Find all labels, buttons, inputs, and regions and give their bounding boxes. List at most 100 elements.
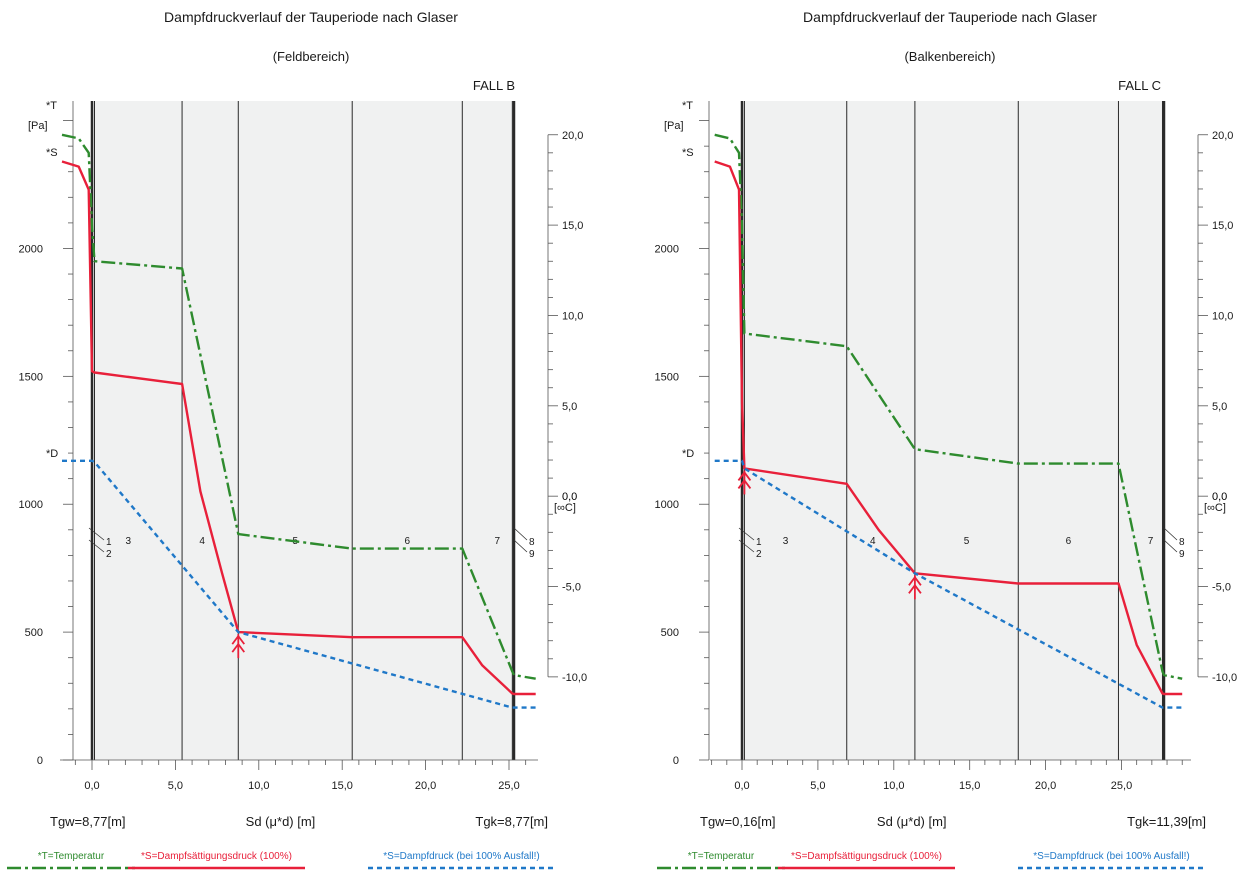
left-axis-tick-label: 1500 [19,371,43,383]
curve-marker-label: *S [46,147,58,159]
layer-label: 1 [756,537,762,548]
right-axis-tick-label: 5,0 [1212,401,1227,413]
layer-leader-line [738,527,755,541]
x-axis-tick-label: 10,0 [883,780,904,792]
right-axis-tick-label: 0,0 [562,491,577,503]
curve-marker-label: *D [682,448,694,460]
right-axis-tick-label: -5,0 [562,582,581,594]
right-axis-tick-label: 20,0 [1212,130,1233,142]
tgw-label: Tgw=0,16[m] [700,814,776,829]
chart-subtitle: (Feldbereich) [273,49,350,64]
series-line-vapor-pressure [714,459,1183,709]
tgw-label: Tgw=8,77[m] [50,814,126,829]
layer-label: 9 [529,549,535,560]
x-axis-tick-label: 5,0 [168,780,183,792]
legend-temperature-label: *T=Temperatur [688,851,755,862]
curve-marker-label: *T [46,100,57,112]
x-axis-tick-label: 0,0 [734,780,749,792]
x-axis-label: Sd (μ*d) [m] [246,814,316,829]
tgk-label: Tgk=11,39[m] [1127,814,1206,829]
chart-subtitle: (Balkenbereich) [904,49,995,64]
right-axis-unit: [∞C] [1204,502,1226,514]
condensation-arrow [908,575,922,600]
chart-title: Dampfdruckverlauf der Tauperiode nach Gl… [164,9,458,25]
tgk-label: Tgk=8,77[m] [475,814,548,829]
x-axis-tick-label: 20,0 [415,780,436,792]
legend-vapor-pressure-label: *S=Dampfdruck (bei 100% Ausfall!) [383,851,539,862]
series-line-saturation-pressure [61,160,536,696]
curve-marker-label: *D [46,448,58,460]
layer-leader-line [1163,539,1178,553]
x-axis-tick-label: 25,0 [1111,780,1132,792]
right-axis-tick-label: 20,0 [562,130,583,142]
layer-label: 6 [1066,536,1072,547]
left-axis-tick-label: 0 [673,755,679,767]
right-axis-tick-label: 5,0 [562,401,577,413]
x-axis-tick-label: 25,0 [498,780,519,792]
condensation-arrow [231,634,246,659]
case-label: FALL B [473,78,515,93]
legend-saturation-pressure-label: *S=Dampfsättigungsdruck (100%) [791,851,942,862]
left-axis-tick-label: 0 [37,755,43,767]
layer-label: 7 [1148,536,1154,547]
right-axis-tick-label: 0,0 [1212,491,1227,503]
x-axis-tick-label: 20,0 [1035,780,1056,792]
legend-vapor-pressure-label: *S=Dampfdruck (bei 100% Ausfall!) [1033,851,1189,862]
right-axis-tick-label: 15,0 [1212,220,1233,232]
wall-cross-section [92,101,514,760]
chart-panel-feldbereich: Dampfdruckverlauf der Tauperiode nach Gl… [7,9,587,870]
x-axis-tick-label: 5,0 [810,780,825,792]
right-axis-tick-label: -5,0 [1212,582,1231,594]
left-axis-tick-label: 2000 [655,243,679,255]
chart-svg: Dampfdruckverlauf der Tauperiode nach Gl… [7,9,587,870]
layer-label: 1 [106,537,112,548]
left-axis-unit: [Pa] [664,120,684,132]
condensation-arrow [737,470,752,495]
condensation-arrow-head [231,642,246,653]
condensation-arrow-head [737,470,752,481]
left-axis-tick-label: 500 [661,627,679,639]
right-axis-tick-label: 10,0 [562,310,583,322]
x-axis-tick-label: 0,0 [84,780,99,792]
layer-leader-line [738,539,755,553]
x-axis-tick-label: 10,0 [248,780,269,792]
layer-label: 7 [495,536,501,547]
layer-label: 8 [529,537,535,548]
condensation-arrow-head [908,583,922,594]
chart-svg: Dampfdruckverlauf der Tauperiode nach Gl… [655,9,1237,870]
left-axis-tick-label: 1500 [655,371,679,383]
layer-label: 8 [1179,537,1185,548]
layer-leader-line [88,539,105,553]
right-axis-tick-label: -10,0 [1212,672,1237,684]
right-axis-tick-label: -10,0 [562,672,587,684]
legend-temperature-label: *T=Temperatur [38,851,105,862]
layer-leader-line [88,527,105,541]
condensation-arrow-head [737,478,752,489]
layer-label: 2 [756,549,762,560]
layer-leader-line [513,539,528,553]
condensation-arrow-head [908,575,922,586]
left-axis-tick-label: 1000 [19,499,43,511]
series-line-temperature [714,133,1183,680]
wall-cross-section [742,101,1164,760]
curve-marker-label: *T [682,100,693,112]
curve-marker-label: *S [682,147,694,159]
chart-title: Dampfdruckverlauf der Tauperiode nach Gl… [803,9,1097,25]
layer-label: 3 [783,536,789,547]
layer-label: 4 [199,536,205,547]
legend-saturation-pressure-label: *S=Dampfsättigungsdruck (100%) [141,851,292,862]
layer-label: 5 [964,536,970,547]
left-axis-tick-label: 500 [25,627,43,639]
series-line-saturation-pressure [714,160,1183,696]
x-axis-tick-label: 15,0 [959,780,980,792]
layer-label: 4 [870,536,876,547]
layer-label: 9 [1179,549,1185,560]
left-axis-tick-label: 2000 [19,243,43,255]
left-axis-tick-label: 1000 [655,499,679,511]
case-label: FALL C [1118,78,1161,93]
chart-panel-balkenbereich: Dampfdruckverlauf der Tauperiode nach Gl… [650,0,1248,873]
layer-label: 3 [126,536,132,547]
x-axis-tick-label: 15,0 [331,780,352,792]
right-axis-unit: [∞C] [554,502,576,514]
left-axis-unit: [Pa] [28,120,48,132]
